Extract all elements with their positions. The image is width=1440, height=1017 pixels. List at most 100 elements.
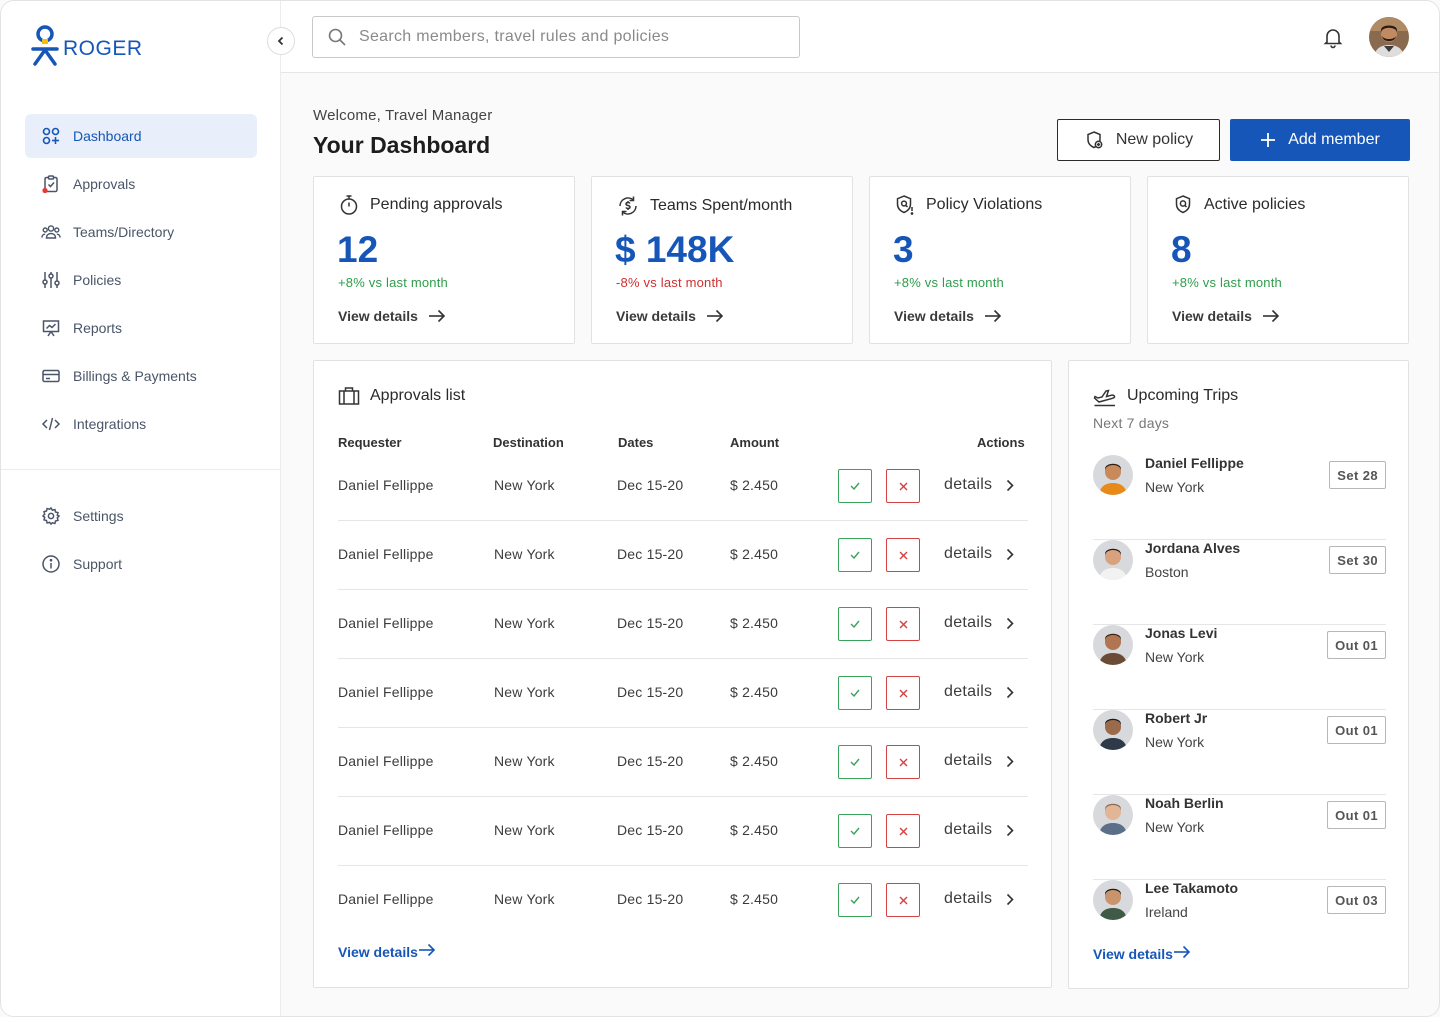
list-item[interactable]: Lee Takamoto Ireland Out 03 bbox=[1093, 880, 1386, 965]
stat-delta: +8% vs last month bbox=[338, 275, 448, 290]
add-member-label: Add member bbox=[1288, 131, 1380, 148]
sidebar-item-policies[interactable]: Policies bbox=[25, 258, 257, 302]
sidebar-item-support[interactable]: Support bbox=[25, 542, 257, 586]
view-details-link[interactable]: View details bbox=[1172, 308, 1280, 324]
gear-icon bbox=[41, 506, 61, 526]
clipboard-check-icon bbox=[41, 174, 61, 194]
sidebar-item-integrations[interactable]: Integrations bbox=[25, 402, 257, 446]
sidebar-item-billings-payments[interactable]: Billings & Payments bbox=[25, 354, 257, 398]
close-icon bbox=[899, 758, 907, 766]
details-button[interactable]: details bbox=[944, 476, 1014, 494]
arrow-right-icon bbox=[706, 309, 724, 323]
reject-button[interactable] bbox=[886, 676, 920, 710]
list-item[interactable]: Jonas Levi New York Out 01 bbox=[1093, 625, 1386, 710]
reject-button[interactable] bbox=[886, 814, 920, 848]
details-button[interactable]: details bbox=[944, 890, 1014, 908]
notifications-button[interactable] bbox=[1321, 25, 1345, 54]
list-item[interactable]: Jordana Alves Boston Set 30 bbox=[1093, 540, 1386, 625]
brand-logo[interactable]: ROGER bbox=[31, 25, 143, 67]
column-header-requester: Requester bbox=[338, 435, 402, 450]
chevron-right-icon bbox=[1006, 824, 1014, 837]
requester-cell: Daniel Fellippe bbox=[338, 822, 434, 838]
list-item[interactable]: Robert Jr New York Out 01 bbox=[1093, 710, 1386, 795]
approve-button[interactable] bbox=[838, 676, 872, 710]
reject-button[interactable] bbox=[886, 469, 920, 503]
details-button[interactable]: details bbox=[944, 545, 1014, 563]
reject-button[interactable] bbox=[886, 607, 920, 641]
approve-button[interactable] bbox=[838, 883, 872, 917]
approve-button[interactable] bbox=[838, 745, 872, 779]
sidebar-item-reports[interactable]: Reports bbox=[25, 306, 257, 350]
stat-card-pending-approvals: Pending approvals 12 +8% vs last month V… bbox=[313, 176, 575, 344]
traveler-city: New York bbox=[1145, 734, 1205, 750]
presentation-chart-icon bbox=[41, 318, 61, 338]
user-avatar[interactable] bbox=[1369, 17, 1409, 57]
collapse-sidebar-button[interactable] bbox=[267, 27, 295, 55]
details-button[interactable]: details bbox=[944, 752, 1014, 770]
close-icon bbox=[899, 482, 907, 490]
search-input[interactable] bbox=[359, 28, 779, 46]
stat-value: 3 bbox=[893, 229, 914, 270]
approve-button[interactable] bbox=[838, 607, 872, 641]
check-icon bbox=[850, 896, 860, 904]
view-details-label: View details bbox=[338, 943, 418, 960]
list-item[interactable]: Daniel Fellippe New York Set 28 bbox=[1093, 455, 1386, 540]
trip-date-badge: Out 01 bbox=[1327, 631, 1386, 659]
approve-button[interactable] bbox=[838, 469, 872, 503]
sidebar-item-label: Support bbox=[73, 556, 123, 572]
traveler-name: Jordana Alves bbox=[1145, 540, 1241, 556]
stat-card-policy-violations: Policy Violations 3 +8% vs last month Vi… bbox=[869, 176, 1131, 344]
destination-cell: New York bbox=[494, 615, 555, 631]
list-item[interactable]: Noah Berlin New York Out 01 bbox=[1093, 795, 1386, 880]
view-details-link[interactable]: View details bbox=[616, 308, 724, 324]
approve-button[interactable] bbox=[838, 814, 872, 848]
approvals-title: Approvals list bbox=[370, 387, 466, 404]
details-label: details bbox=[944, 614, 993, 631]
upcoming-trips-subtitle: Next 7 days bbox=[1093, 415, 1170, 431]
sidebar-item-settings[interactable]: Settings bbox=[25, 494, 257, 538]
view-details-link[interactable]: View details bbox=[894, 308, 1002, 324]
sidebar-item-dashboard[interactable]: Dashboard bbox=[25, 114, 257, 158]
reject-button[interactable] bbox=[886, 745, 920, 779]
amount-cell: $ 2.450 bbox=[730, 684, 779, 700]
view-details-label: View details bbox=[338, 308, 418, 324]
approvals-view-details-link[interactable]: View details bbox=[338, 943, 436, 960]
check-icon bbox=[850, 620, 860, 628]
sidebar-item-approvals[interactable]: Approvals bbox=[25, 162, 257, 206]
approve-button[interactable] bbox=[838, 538, 872, 572]
close-icon bbox=[899, 620, 907, 628]
details-button[interactable]: details bbox=[944, 614, 1014, 632]
close-icon bbox=[899, 689, 907, 697]
sidebar-item-teams-directory[interactable]: Teams/Directory bbox=[25, 210, 257, 254]
details-button[interactable]: details bbox=[944, 683, 1014, 701]
view-details-label: View details bbox=[1093, 945, 1173, 962]
chevron-right-icon bbox=[1006, 893, 1014, 906]
trip-date-badge: Out 03 bbox=[1327, 886, 1386, 914]
traveler-city: New York bbox=[1145, 479, 1205, 495]
team-icon bbox=[41, 222, 61, 242]
traveler-city: Boston bbox=[1145, 564, 1189, 580]
airplane-takeoff-icon bbox=[1093, 385, 1117, 407]
traveler-name: Jonas Levi bbox=[1145, 625, 1218, 641]
stat-delta: +8% vs last month bbox=[1172, 275, 1282, 290]
trips-view-details-link[interactable]: View details bbox=[1093, 945, 1191, 962]
reject-button[interactable] bbox=[886, 538, 920, 572]
amount-cell: $ 2.450 bbox=[730, 546, 779, 562]
search-box[interactable] bbox=[312, 16, 800, 58]
column-header-amount: Amount bbox=[730, 435, 780, 450]
requester-cell: Daniel Fellippe bbox=[338, 891, 434, 907]
view-details-label: View details bbox=[1172, 308, 1252, 324]
traveler-avatar bbox=[1093, 625, 1133, 665]
sidebar-secondary-nav: Settings Support bbox=[25, 494, 257, 590]
upcoming-trips-panel: Upcoming Trips Next 7 days Daniel Fellip… bbox=[1068, 360, 1409, 989]
dollar-cycle-icon bbox=[616, 194, 640, 218]
reject-button[interactable] bbox=[886, 883, 920, 917]
dates-cell: Dec 15-20 bbox=[617, 615, 684, 631]
new-policy-button[interactable]: New policy bbox=[1057, 119, 1220, 161]
row-divider bbox=[338, 727, 1028, 728]
destination-cell: New York bbox=[494, 477, 555, 493]
sidebar-item-label: Billings & Payments bbox=[73, 368, 197, 384]
view-details-link[interactable]: View details bbox=[338, 308, 446, 324]
details-button[interactable]: details bbox=[944, 821, 1014, 839]
add-member-button[interactable]: Add member bbox=[1230, 119, 1410, 161]
